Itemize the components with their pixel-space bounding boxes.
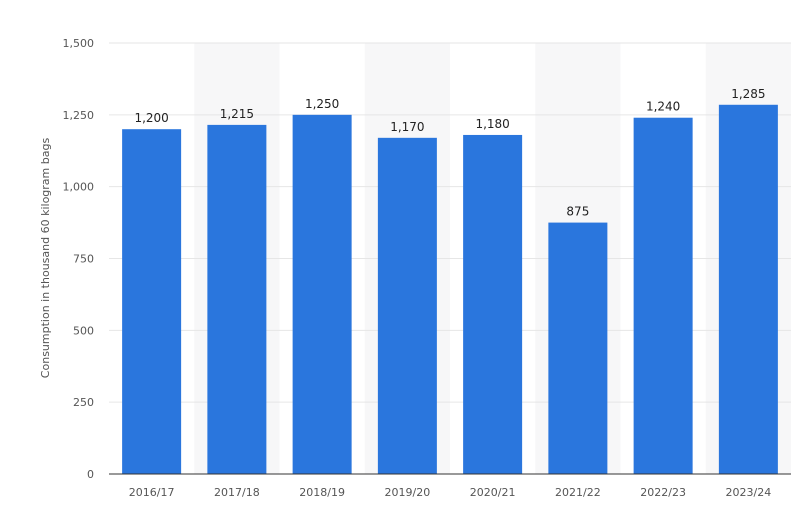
y-tick-label: 0 bbox=[87, 468, 94, 481]
data-label: 1,240 bbox=[646, 100, 680, 114]
data-label: 1,200 bbox=[134, 111, 168, 125]
y-axis-title: Consumption in thousand 60 kilogram bags bbox=[39, 138, 52, 379]
y-tick-label: 1,000 bbox=[63, 181, 95, 194]
bar bbox=[122, 129, 182, 474]
bar bbox=[377, 137, 437, 474]
x-tick-label: 2019/20 bbox=[385, 486, 431, 499]
x-tick-label: 2021/22 bbox=[555, 486, 601, 499]
x-tick-label: 2016/17 bbox=[129, 486, 175, 499]
data-label: 1,215 bbox=[220, 107, 254, 121]
data-label: 1,170 bbox=[390, 120, 424, 134]
y-tick-label: 1,500 bbox=[63, 37, 95, 50]
y-tick-label: 250 bbox=[73, 396, 94, 409]
y-axis-ticks: 0 250 500 750 1,000 1,250 1,500 bbox=[63, 37, 95, 481]
data-label: 1,285 bbox=[731, 87, 765, 101]
data-label: 1,250 bbox=[305, 97, 339, 111]
x-tick-label: 2023/24 bbox=[726, 486, 772, 499]
bar bbox=[292, 114, 352, 474]
bar bbox=[718, 104, 778, 474]
data-label: 875 bbox=[566, 205, 589, 219]
y-tick-label: 1,250 bbox=[63, 109, 95, 122]
y-tick-label: 500 bbox=[73, 324, 94, 337]
bar bbox=[633, 117, 693, 474]
x-tick-label: 2020/21 bbox=[470, 486, 516, 499]
bar bbox=[463, 134, 523, 475]
bar bbox=[548, 222, 608, 474]
x-axis-ticks: 2016/17 2017/18 2018/19 2019/20 2020/21 2021/… bbox=[129, 486, 771, 499]
bars bbox=[122, 104, 778, 475]
y-tick-label: 750 bbox=[73, 253, 94, 266]
data-labels: 1,200 1,215 1,250 1,170 1,180 875 1,240 1,285 bbox=[134, 87, 765, 219]
x-tick-label: 2018/19 bbox=[299, 486, 345, 499]
data-label: 1,180 bbox=[475, 117, 509, 131]
x-tick-label: 2022/23 bbox=[640, 486, 686, 499]
bar bbox=[207, 124, 267, 474]
x-tick-label: 2017/18 bbox=[214, 486, 260, 499]
